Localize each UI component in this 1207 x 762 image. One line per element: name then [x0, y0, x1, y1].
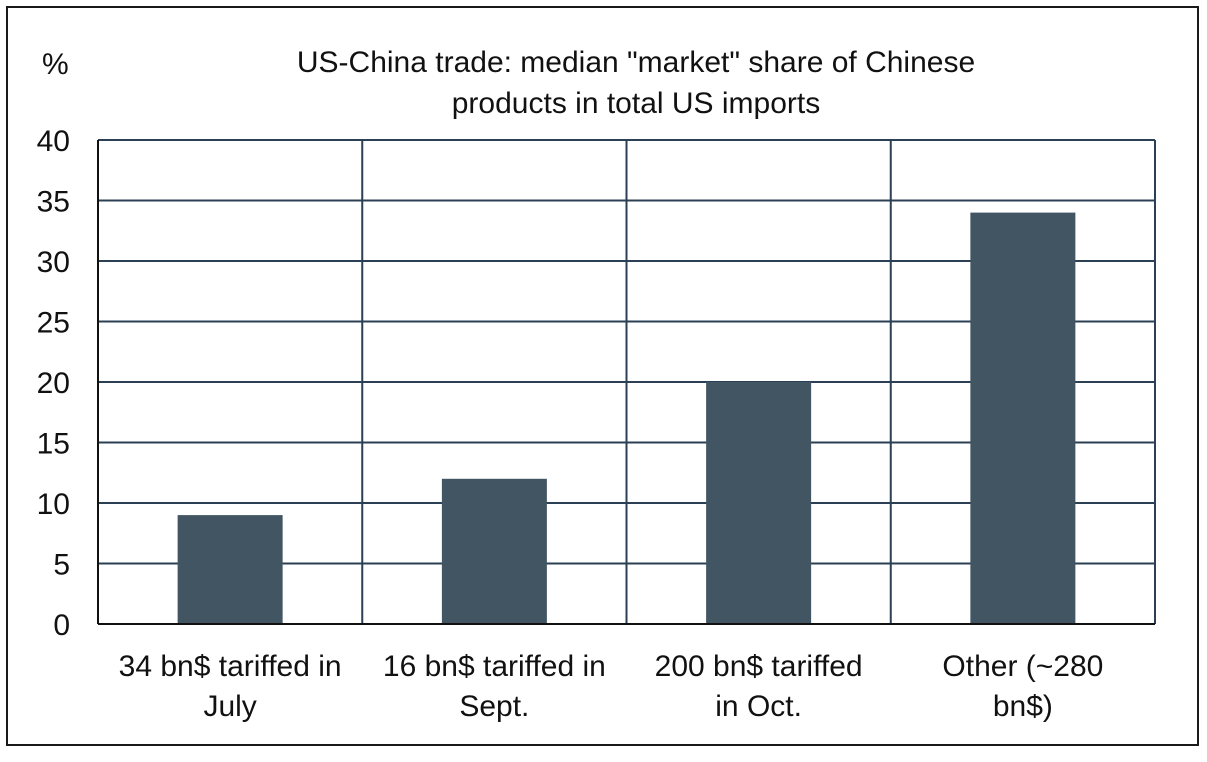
chart-title-line-2: products in total US imports	[452, 87, 820, 120]
axes	[97, 140, 1155, 625]
bar	[441, 478, 547, 624]
bar	[970, 212, 1076, 624]
y-tick-label: 30	[37, 246, 70, 279]
y-tick-labels: 0 5 10 15 20 25 30 35 40	[37, 125, 70, 642]
x-category-label: Sept.	[459, 690, 529, 723]
x-category-label: Other (~280	[942, 650, 1103, 683]
y-tick-label: 10	[37, 488, 70, 521]
bar	[177, 515, 283, 624]
y-unit-label: %	[42, 48, 69, 81]
x-category-label: July	[203, 690, 256, 723]
x-category-label: 34 bn$ tariffed in	[119, 650, 342, 683]
bar-chart: % US-China trade: median "market" share …	[37, 46, 1156, 723]
y-tick-label: 0	[53, 609, 70, 642]
chart-title-line-1: US-China trade: median "market" share of…	[297, 46, 975, 79]
x-category-label: 200 bn$ tariffed	[655, 650, 863, 683]
y-tick-label: 35	[37, 186, 70, 219]
bar	[706, 382, 812, 624]
x-category-label: in Oct.	[715, 690, 802, 723]
y-tick-label: 40	[37, 125, 70, 158]
y-tick-label: 25	[37, 307, 70, 340]
x-category-label: bn$)	[993, 690, 1053, 723]
y-tick-label: 5	[53, 549, 70, 582]
x-category-labels: 34 bn$ tariffed in July 16 bn$ tariffed in…	[119, 650, 1104, 723]
grid	[98, 139, 1156, 624]
x-category-label: 16 bn$ tariffed in	[383, 650, 606, 683]
chart-frame: % US-China trade: median "market" share …	[6, 6, 1199, 746]
y-tick-label: 20	[37, 367, 70, 400]
y-tick-label: 15	[37, 428, 70, 461]
bars	[177, 212, 1076, 624]
